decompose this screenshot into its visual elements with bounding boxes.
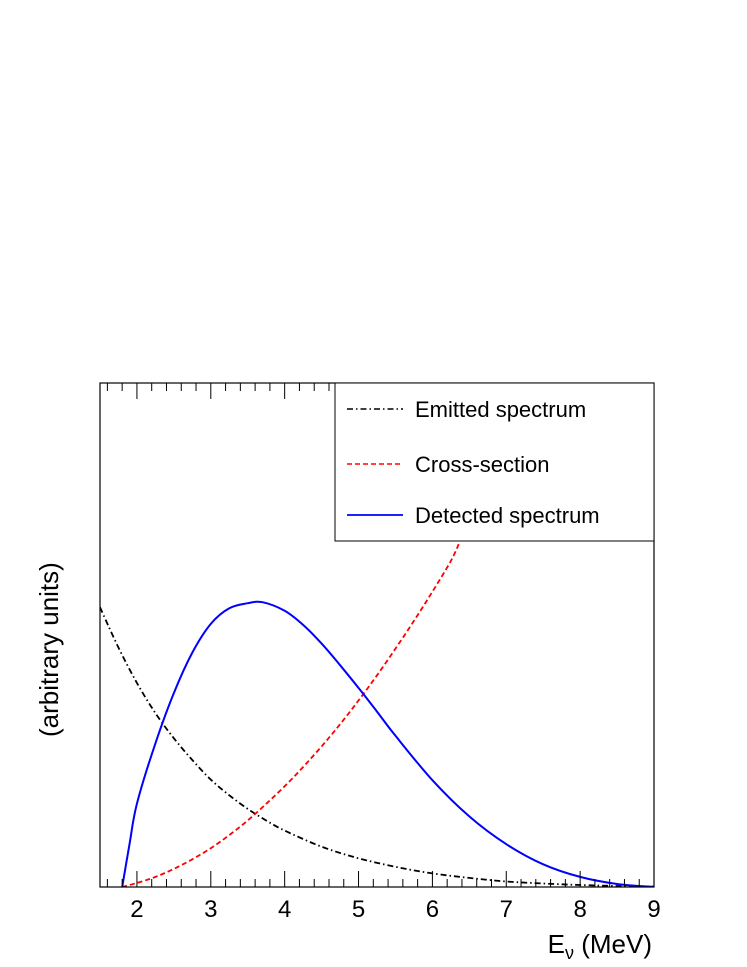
x-axis-tick-labels: 2 3 4 5 6 7 8 9	[130, 896, 660, 923]
x-axis-title-subscript: ν	[565, 943, 574, 963]
x-tick-label: 5	[352, 896, 365, 923]
x-tick-label: 2	[130, 896, 143, 923]
x-tick-label: 7	[500, 896, 513, 923]
x-tick-label: 9	[647, 896, 660, 923]
x-tick-label: 6	[426, 896, 439, 923]
legend: Emitted spectrum Cross-section Detected …	[334, 382, 655, 542]
y-axis-title: (arbitrary units)	[34, 562, 64, 737]
legend-label-emitted: Emitted spectrum	[415, 397, 586, 422]
x-axis-title-unit: (MeV)	[574, 929, 652, 959]
emitted-spectrum-curve	[100, 606, 654, 887]
legend-label-detected: Detected spectrum	[415, 503, 600, 528]
x-tick-label: 8	[573, 896, 586, 923]
x-tick-label: 3	[204, 896, 217, 923]
data-curves	[100, 541, 654, 887]
legend-label-cross-section: Cross-section	[415, 452, 549, 477]
x-axis-title: Eν (MeV)	[548, 929, 652, 963]
x-axis-title-main: E	[548, 929, 565, 959]
x-tick-label: 4	[278, 896, 291, 923]
cross-section-curve	[121, 541, 461, 887]
detected-spectrum-curve	[121, 600, 654, 887]
